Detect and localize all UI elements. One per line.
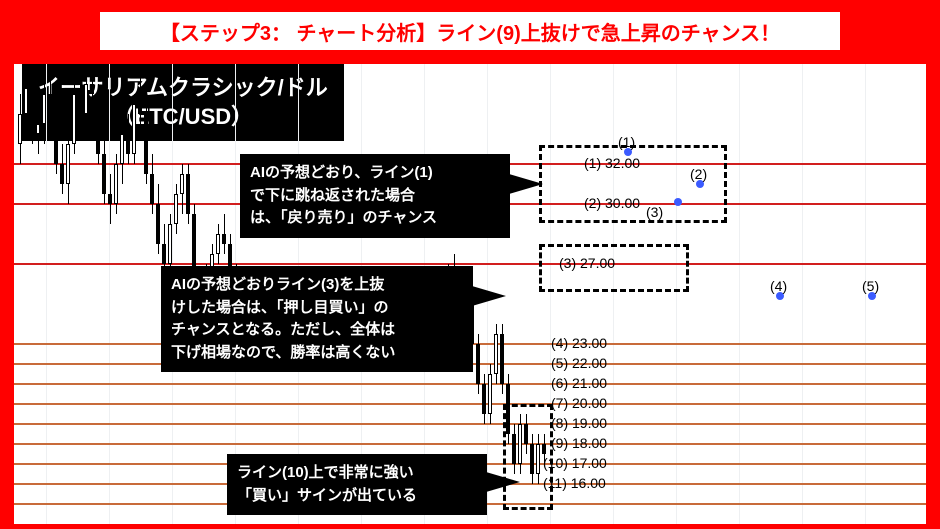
dashed-box-2 (539, 244, 689, 292)
candle-body (78, 94, 82, 114)
horizontal-line-6 (14, 383, 926, 385)
candle-body (90, 84, 94, 94)
candle-body (42, 94, 46, 124)
candle-body (48, 94, 52, 104)
pair-title: イーサリアムクラシック/ドル （ETC/USD） (22, 64, 344, 141)
forecast-dot-label: (2) (690, 166, 707, 182)
chart-vgrid (613, 64, 614, 524)
candle-body (138, 104, 142, 114)
candle-body (72, 94, 76, 144)
candle-wick (140, 74, 141, 124)
candle-body (174, 194, 178, 224)
horizontal-line-7 (14, 403, 926, 405)
candle-body (108, 194, 112, 204)
forecast-dot-label: (5) (862, 278, 879, 294)
candle-body (216, 234, 220, 254)
candle-body (500, 334, 504, 384)
line-label: (4) 23.00 (551, 335, 607, 351)
line-label: (7) 20.00 (551, 395, 607, 411)
candle-body (60, 164, 64, 184)
candle-body (482, 384, 486, 414)
callout-c2: AIの予想どおりライン(3)を上抜けした場合は、「押し目買い」のチャンスとなる。… (161, 266, 473, 372)
candle-body (102, 154, 106, 194)
callout-c3: ライン(10)上で非常に強い「買い」サインが出ている (227, 454, 487, 515)
horizontal-line-8 (14, 423, 926, 425)
candle-body (96, 94, 100, 154)
chart-vgrid (676, 64, 677, 524)
candle-body (162, 244, 166, 264)
candle-body (36, 124, 40, 134)
candle-body (54, 104, 58, 164)
candle-body (84, 84, 88, 114)
line-label: (6) 21.00 (551, 375, 607, 391)
forecast-dot-label: (3) (646, 204, 663, 220)
candle-body (120, 134, 124, 164)
chart-vgrid (739, 64, 740, 524)
candle-body (18, 114, 22, 144)
chart-vgrid (865, 64, 866, 524)
candle-body (144, 114, 148, 174)
candle-body (168, 224, 172, 264)
candle-body (126, 134, 130, 154)
chart-area: イーサリアムクラシック/ドル （ETC/USD） (1) 32.00(2) 30… (14, 64, 926, 524)
horizontal-line-9 (14, 443, 926, 445)
chart-vgrid (109, 64, 110, 524)
callout-pointer (486, 472, 520, 492)
root-frame: 【ステップ3： チャート分析】ライン(9)上抜けで急上昇のチャンス！ イーサリア… (0, 0, 940, 529)
line-label: (9) 18.00 (551, 435, 607, 451)
callout-pointer (472, 286, 506, 306)
candle-body (476, 344, 480, 384)
candle-body (132, 104, 136, 154)
candle-body (30, 88, 34, 134)
callout-pointer (509, 174, 543, 194)
callout-c1: AIの予想どおり、ライン(1)で下に跳ね返された場合は、「戻り売り」のチャンス (240, 154, 510, 238)
candle-body (180, 174, 184, 194)
candle-body (24, 88, 28, 114)
candle-body (150, 174, 154, 204)
line-label: (8) 19.00 (551, 415, 607, 431)
candle-body (66, 144, 70, 184)
candle-body (494, 334, 498, 374)
forecast-dot-label: (4) (770, 278, 787, 294)
candle-body (186, 174, 190, 214)
candle-body (222, 234, 226, 244)
header-title: 【ステップ3： チャート分析】ライン(9)上抜けで急上昇のチャンス！ (100, 12, 840, 50)
candle-body (488, 374, 492, 414)
chart-vgrid (802, 64, 803, 524)
candle-body (114, 164, 118, 204)
forecast-dot-label: (1) (618, 134, 635, 150)
candle-body (156, 204, 160, 244)
line-label: (5) 22.00 (551, 355, 607, 371)
chart-vgrid (46, 64, 47, 524)
forecast-dot (674, 198, 682, 206)
horizontal-line-3 (14, 263, 926, 265)
dashed-box-3 (503, 404, 553, 510)
